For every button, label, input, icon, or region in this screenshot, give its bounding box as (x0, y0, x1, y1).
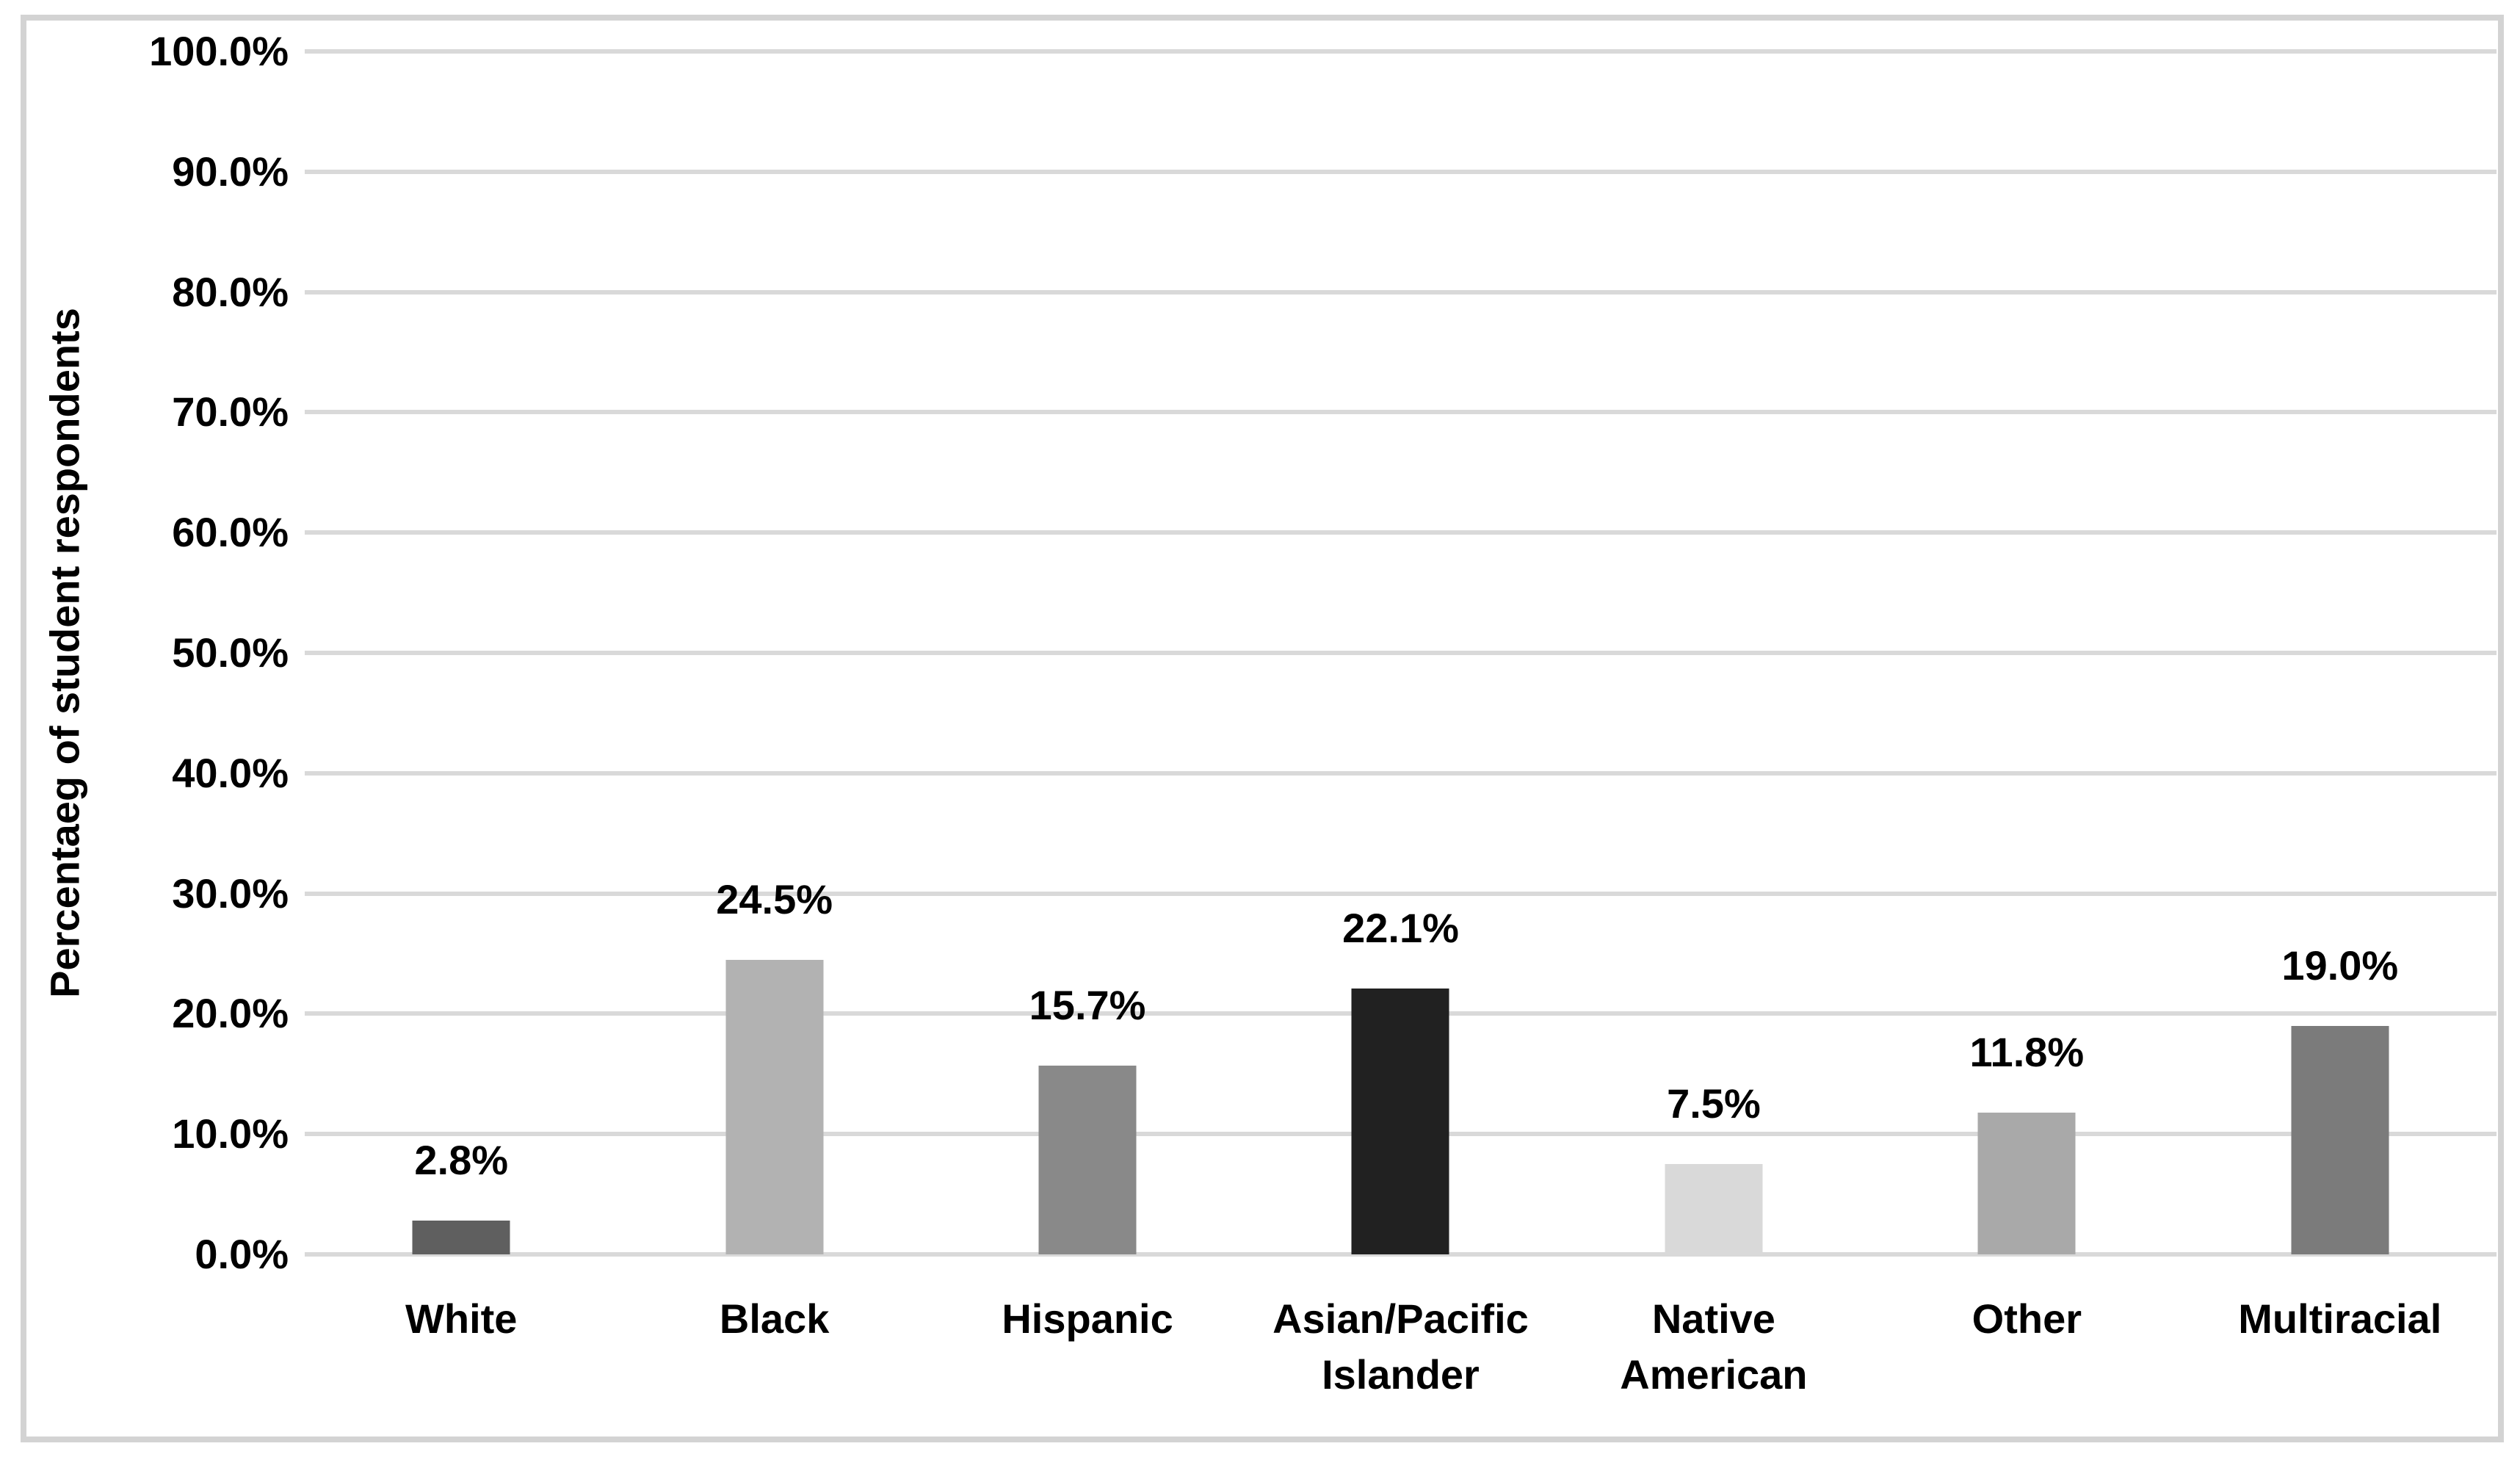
category-label: Multiracial (2184, 1291, 2497, 1347)
gridline (305, 530, 2497, 535)
category-label: Black (618, 1291, 930, 1347)
gridline (305, 1252, 2497, 1257)
bar-cell: 7.5% (1557, 51, 1870, 1254)
category-label-text: Other (1972, 1295, 2082, 1342)
bar (1665, 1164, 1763, 1254)
category-label-text: Native American (1620, 1295, 1808, 1398)
gridline (305, 289, 2497, 294)
bar (725, 959, 824, 1254)
bar (412, 1221, 510, 1254)
y-tick-label: 80.0% (172, 268, 289, 315)
bar-cell: 11.8% (1870, 51, 2183, 1254)
category-label: White (305, 1291, 618, 1347)
y-tick-label: 10.0% (172, 1110, 289, 1157)
category-label-text: Multiracial (2238, 1295, 2442, 1342)
data-label: 11.8% (1969, 1028, 2085, 1075)
y-tick-label: 50.0% (172, 629, 289, 676)
gridline (305, 49, 2497, 54)
bar (1977, 1112, 2076, 1254)
gridline (305, 891, 2497, 896)
gridline (305, 410, 2497, 415)
y-tick-label: 40.0% (172, 749, 289, 796)
data-label: 24.5% (716, 875, 833, 922)
bar (2291, 1025, 2389, 1254)
bar-cell: 15.7% (931, 51, 1244, 1254)
data-label: 15.7% (1029, 981, 1146, 1028)
y-tick-label: 90.0% (172, 148, 289, 195)
y-tick-label: 0.0% (195, 1231, 289, 1277)
y-tick-label: 30.0% (172, 870, 289, 917)
data-label: 22.1% (1342, 905, 1459, 952)
data-label: 7.5% (1667, 1080, 1761, 1127)
category-label: Other (1870, 1291, 2183, 1347)
category-label-text: Asian/Pacific Islander (1272, 1295, 1529, 1398)
data-label: 19.0% (2281, 942, 2399, 989)
y-tick-label: 70.0% (172, 389, 289, 436)
data-label: 2.8% (414, 1137, 509, 1184)
bar (1351, 989, 1449, 1254)
bar-cell: 2.8% (305, 51, 618, 1254)
category-label-text: Hispanic (1002, 1295, 1173, 1342)
gridline (305, 770, 2497, 776)
chart-border (21, 15, 2504, 1442)
plot-area: 100.0% 90.0% 80.0% 70.0% 60.0% 50.0% 40.0% 30.0… (149, 28, 2497, 1398)
bar-cell: 22.1% (1244, 51, 1557, 1254)
y-tick-label: 60.0% (172, 509, 289, 556)
category-label: Hispanic (931, 1291, 1244, 1347)
y-tick-label: 20.0% (172, 990, 289, 1037)
category-label-text: Black (719, 1295, 830, 1342)
y-tick-label: 100.0% (149, 28, 289, 74)
bar-cell: 19.0% (2184, 51, 2497, 1254)
gridline (305, 651, 2497, 655)
category-label: Native American (1557, 1291, 1870, 1403)
category-label: Asian/Pacific Islander (1244, 1291, 1557, 1403)
gridline (305, 169, 2497, 174)
bar (1038, 1065, 1137, 1254)
category-label-text: White (405, 1295, 518, 1342)
bar-cell: 24.5% (618, 51, 930, 1254)
